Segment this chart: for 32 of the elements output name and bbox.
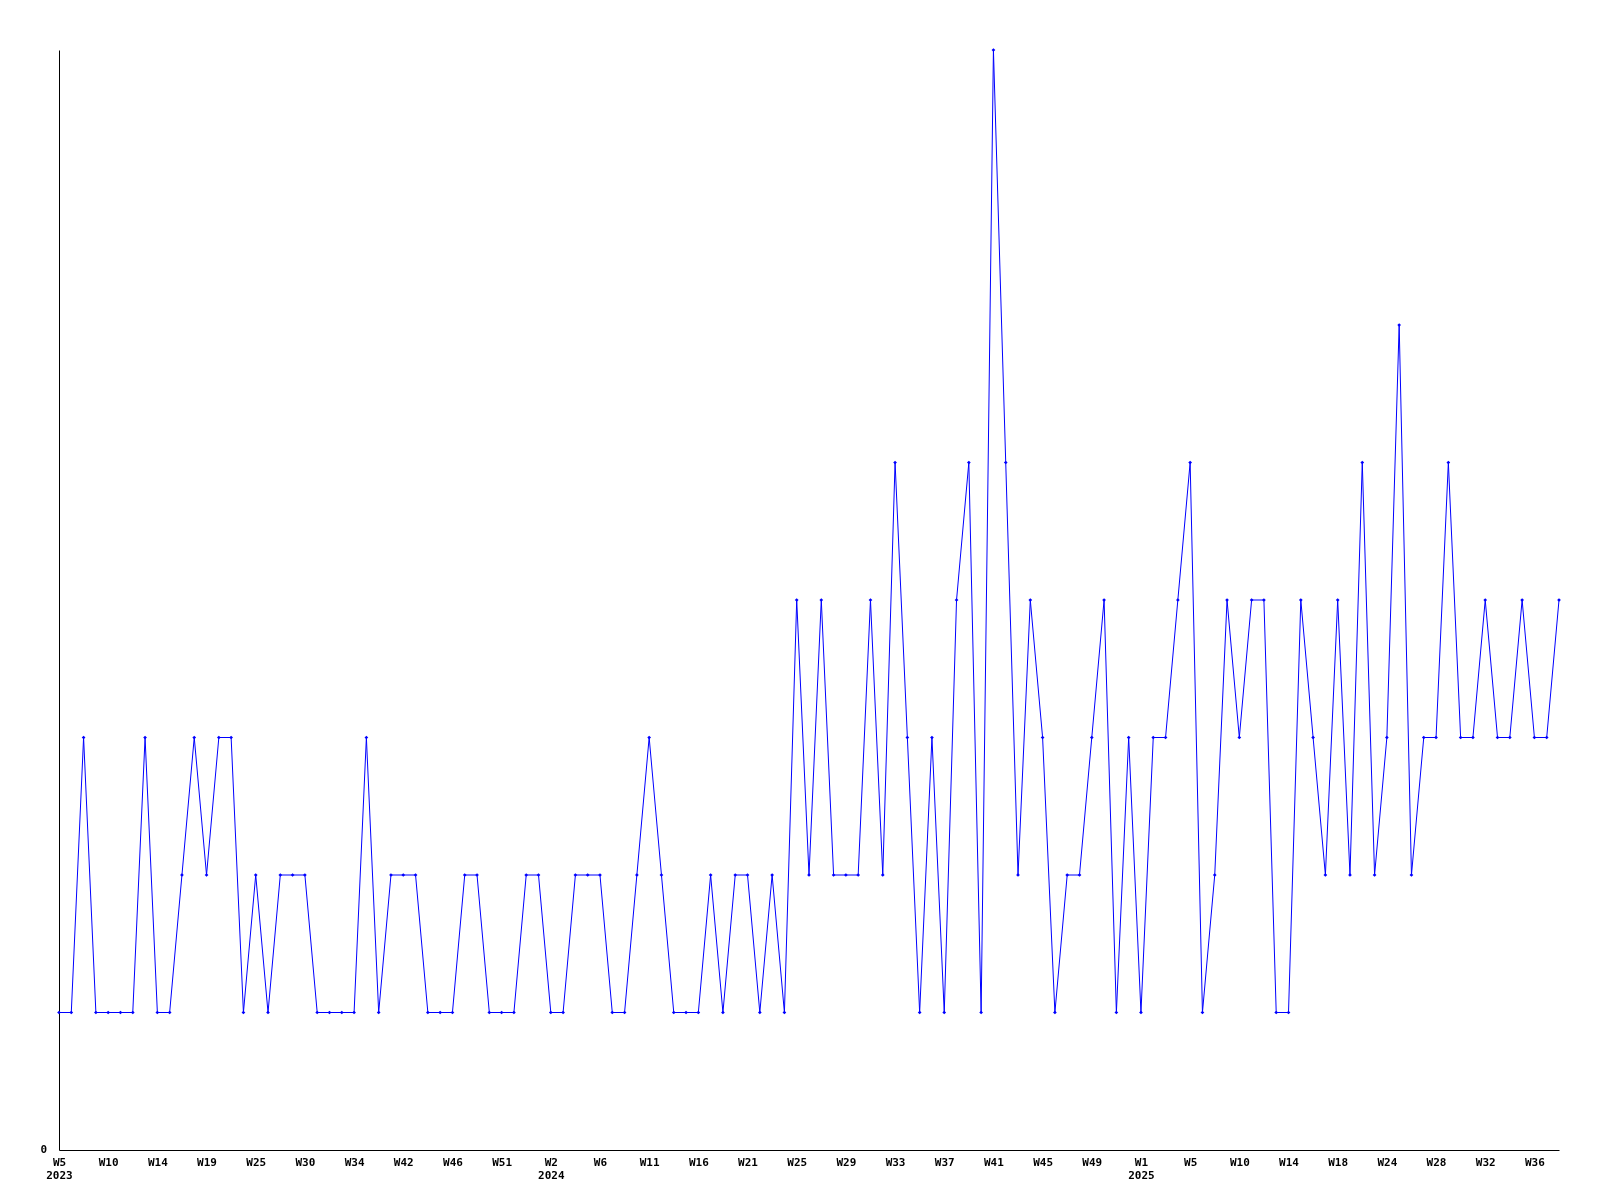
x-tick-label: W28 (1426, 1155, 1447, 1169)
x-tick-label: W14 (147, 1155, 169, 1169)
x-tick-label: W18 (1328, 1155, 1349, 1169)
x-tick-label: W34 (344, 1155, 365, 1169)
x-tick-label: W25 (787, 1155, 808, 1169)
text: 0 (40, 1143, 47, 1156)
x-tick-label: W37 (934, 1155, 955, 1169)
x-tick-label: W1 2025 (1128, 1155, 1155, 1182)
x-tick-label: W10 (98, 1155, 119, 1169)
x-tick-label: W42 (393, 1155, 414, 1169)
x-tick-label: W25 (246, 1155, 267, 1169)
x-tick-label: W6 (593, 1155, 608, 1169)
x-tick-label: W29 (836, 1155, 857, 1169)
x-tick-label: W24 (1377, 1155, 1398, 1169)
x-tick-label: W10 (1229, 1155, 1250, 1169)
x-tick-label: W5 2023 (46, 1155, 73, 1182)
x-tick-label: W36 (1524, 1155, 1546, 1169)
x-tick-label: W41 (983, 1155, 1005, 1169)
x-tick-label: W33 (885, 1155, 906, 1169)
x-tick-label: W51 (492, 1155, 513, 1169)
x-tick-label: W16 (688, 1155, 710, 1169)
x-tick-label: W11 (639, 1155, 660, 1169)
x-tick-label: W32 (1475, 1155, 1496, 1169)
x-tick-label: W49 (1082, 1155, 1103, 1169)
x-tick-label: W14 (1279, 1155, 1300, 1169)
x-tick-label: W19 (197, 1155, 217, 1169)
x-tick-label: W5 (1184, 1155, 1198, 1169)
x-tick-label: W46 (443, 1155, 464, 1169)
x-tick-label: W21 (738, 1155, 759, 1169)
x-tick-label: W2 2024 (538, 1155, 565, 1182)
x-tick-label: W45 (1033, 1155, 1054, 1169)
x-tick-label: W30 (295, 1155, 316, 1169)
